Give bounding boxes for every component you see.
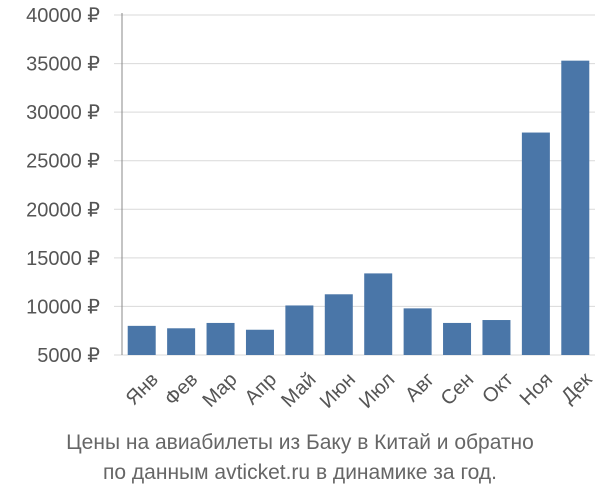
bar <box>561 60 590 356</box>
bar <box>521 132 550 355</box>
x-tick-label: Авг <box>401 369 439 407</box>
x-tick-label: Май <box>277 369 320 412</box>
bar <box>127 325 156 355</box>
x-tick-label: Янв <box>122 369 163 410</box>
bar <box>403 308 432 355</box>
y-tick-label: 25000 ₽ <box>26 151 100 173</box>
bar <box>206 322 235 355</box>
x-tick-label: Апр <box>241 369 282 410</box>
y-tick-label: 15000 ₽ <box>26 248 100 270</box>
y-tick-label: 40000 ₽ <box>26 5 100 27</box>
y-tick-label: 30000 ₽ <box>26 102 100 124</box>
bar <box>245 329 274 355</box>
y-axis-tick-labels: 5000 ₽ 10000 ₽ 15000 ₽ 20000 ₽ 25000 ₽ 30000 … <box>26 5 100 367</box>
x-tick-label: Июл <box>355 369 399 413</box>
x-tick-label: Окт <box>478 369 517 408</box>
grid-lines <box>114 14 595 356</box>
x-tick-label: Июн <box>316 369 360 413</box>
x-tick-label: Сен <box>437 369 478 410</box>
y-tick-label: 35000 ₽ <box>26 54 100 76</box>
x-tick-label: Мар <box>198 369 241 412</box>
x-tick-label: Фев <box>161 369 203 411</box>
y-tick-label: 10000 ₽ <box>26 296 100 318</box>
x-tick-label: Дек <box>557 368 596 407</box>
y-tick-label: 5000 ₽ <box>37 345 100 367</box>
bar <box>167 328 196 355</box>
bar <box>324 294 353 355</box>
caption-line-2: по данным avticket.ru в динамике за год. <box>103 461 497 484</box>
x-tick-label: Ноя <box>516 369 557 410</box>
bar <box>364 273 393 355</box>
bar <box>443 322 472 355</box>
bar <box>482 320 511 355</box>
bar <box>285 305 314 355</box>
y-tick-label: 20000 ₽ <box>26 199 100 221</box>
bars <box>127 60 590 356</box>
caption-line-1: Цены на авиабилеты из Баку в Китай и обр… <box>66 431 534 454</box>
